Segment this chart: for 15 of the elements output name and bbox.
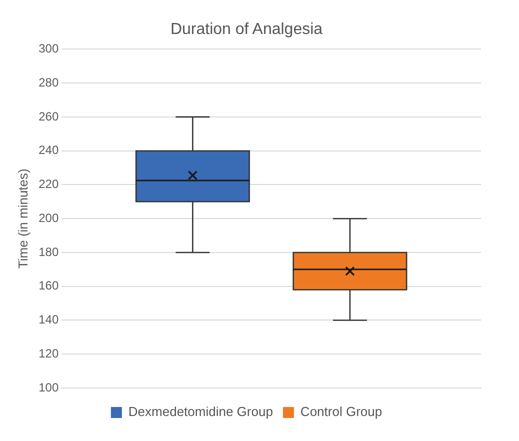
- y-tick-label: 140: [38, 312, 59, 327]
- legend-label: Control Group: [300, 404, 382, 420]
- y-tick-label: 120: [38, 346, 59, 360]
- y-tick-label: 100: [38, 380, 59, 394]
- legend-label: Dexmedetomidine Group: [128, 404, 273, 420]
- y-axis-title: Time (in minutes): [15, 168, 30, 269]
- y-tick-label: 280: [38, 75, 59, 90]
- y-tick-label: 180: [38, 244, 59, 259]
- y-tick-label: 220: [38, 177, 59, 192]
- y-tick-label: 200: [38, 210, 59, 225]
- y-tick-label: 260: [38, 109, 59, 124]
- chart-title: Duration of Analgesia: [170, 21, 323, 38]
- y-tick-label: 160: [38, 278, 59, 293]
- y-tick-label: 240: [38, 143, 59, 158]
- y-tick-label: 300: [38, 42, 59, 56]
